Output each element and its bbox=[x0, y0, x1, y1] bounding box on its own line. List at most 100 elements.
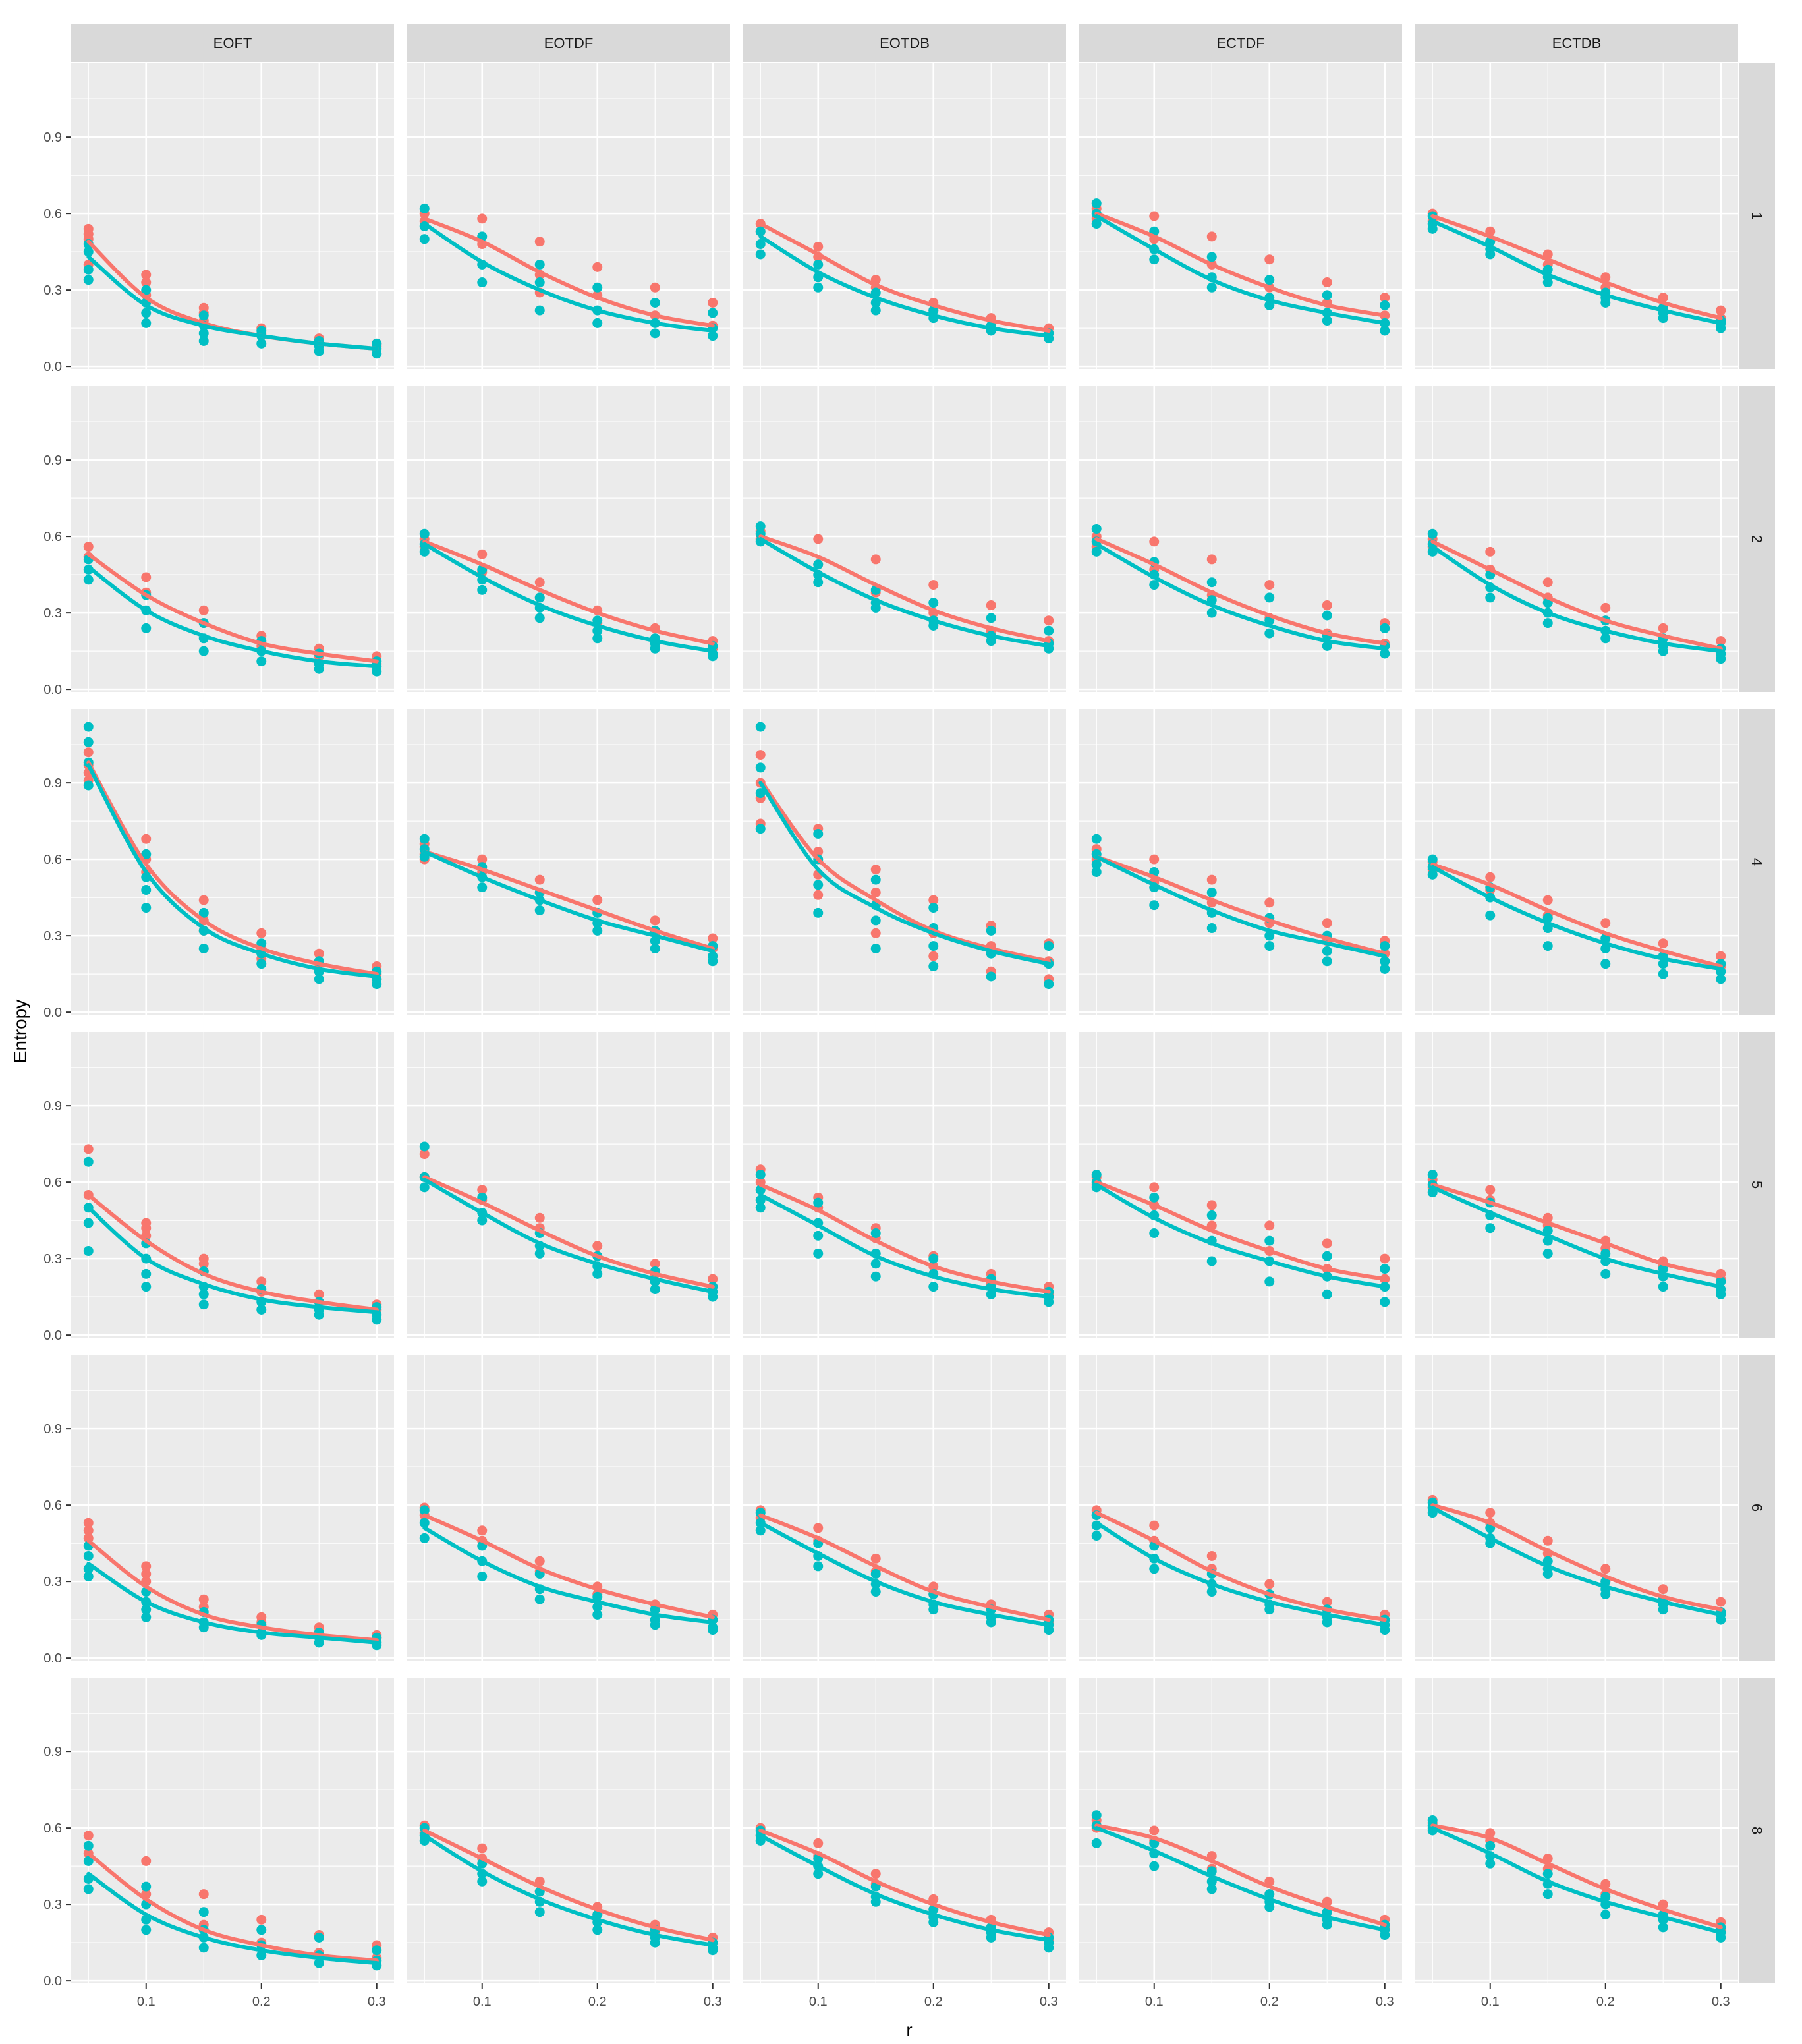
data-point bbox=[1264, 580, 1275, 590]
data-point bbox=[314, 974, 324, 984]
data-point bbox=[256, 1914, 267, 1925]
data-point bbox=[141, 318, 152, 328]
data-point bbox=[1380, 293, 1390, 303]
data-point bbox=[1485, 1223, 1496, 1234]
data-point bbox=[986, 613, 996, 623]
data-point bbox=[1658, 1604, 1668, 1615]
data-point bbox=[83, 264, 94, 275]
data-point bbox=[1485, 592, 1496, 603]
data-point bbox=[141, 270, 152, 280]
data-point bbox=[592, 1609, 603, 1620]
panel-ectdb-8 bbox=[1415, 1678, 1738, 1983]
data-point bbox=[314, 1289, 324, 1299]
data-point bbox=[1542, 1889, 1553, 1900]
fit-curve bbox=[758, 1521, 1051, 1627]
data-point bbox=[813, 1523, 824, 1533]
data-point bbox=[650, 943, 660, 953]
data-point bbox=[1380, 326, 1390, 336]
data-point bbox=[708, 933, 718, 944]
data-point bbox=[141, 1856, 152, 1866]
fit-curve bbox=[1430, 1503, 1723, 1612]
data-point bbox=[650, 328, 660, 339]
data-point bbox=[1044, 1297, 1054, 1307]
data-point bbox=[755, 1170, 766, 1180]
facet-strip-row bbox=[1739, 386, 1775, 692]
data-point bbox=[928, 951, 939, 961]
data-point bbox=[141, 1268, 152, 1279]
y-tick-label: 0.3 bbox=[43, 283, 62, 298]
data-point bbox=[477, 549, 488, 559]
data-point bbox=[256, 1276, 267, 1287]
data-point bbox=[1206, 1587, 1217, 1597]
facet-strip-column-label: EOTDB bbox=[880, 35, 930, 51]
data-point bbox=[1600, 602, 1611, 613]
y-tick-label: 0.6 bbox=[43, 853, 62, 867]
data-point bbox=[198, 1907, 209, 1917]
fit-curve bbox=[422, 216, 715, 328]
facet-strip-row-label: 8 bbox=[1749, 1827, 1765, 1834]
fit-curve bbox=[422, 1833, 715, 1947]
fit-curve bbox=[1430, 544, 1723, 654]
data-point bbox=[928, 961, 939, 972]
data-point bbox=[83, 1518, 94, 1528]
data-point bbox=[1485, 249, 1496, 260]
data-point bbox=[198, 1594, 209, 1604]
data-point bbox=[1380, 1625, 1390, 1635]
data-point bbox=[813, 559, 824, 570]
y-tick-label: 0.9 bbox=[43, 1099, 62, 1114]
data-point bbox=[1485, 1840, 1496, 1851]
fit-curve bbox=[1430, 865, 1723, 971]
data-point bbox=[1091, 1170, 1102, 1180]
panel-background bbox=[743, 709, 1066, 1015]
data-point bbox=[83, 747, 94, 758]
x-tick-label: 0.3 bbox=[1376, 1995, 1394, 2009]
data-point bbox=[592, 282, 603, 293]
data-point bbox=[372, 1945, 382, 1956]
data-point bbox=[592, 895, 603, 905]
facet-strip-column bbox=[71, 24, 394, 62]
data-point bbox=[534, 905, 545, 915]
data-point bbox=[477, 1525, 488, 1536]
data-point bbox=[1206, 282, 1217, 293]
y-tick-label: 0.3 bbox=[43, 1252, 62, 1266]
x-tick-label: 0.3 bbox=[1040, 1995, 1058, 2009]
data-point bbox=[198, 1299, 209, 1310]
data-point bbox=[650, 282, 660, 293]
fit-curve bbox=[1430, 1826, 1723, 1935]
data-point bbox=[592, 1241, 603, 1251]
fit-curve bbox=[758, 234, 1051, 338]
data-point bbox=[1716, 654, 1726, 664]
data-point bbox=[870, 554, 881, 565]
panel-background bbox=[1415, 1355, 1738, 1661]
data-point bbox=[1044, 941, 1054, 951]
facet-strip-row-label: 5 bbox=[1749, 1181, 1765, 1189]
data-point bbox=[534, 259, 545, 270]
data-point bbox=[1716, 636, 1726, 646]
data-point bbox=[314, 948, 324, 959]
data-point bbox=[1322, 946, 1332, 956]
data-point bbox=[198, 907, 209, 918]
fit-curve bbox=[758, 221, 1051, 333]
data-point bbox=[314, 346, 324, 356]
data-point bbox=[419, 834, 430, 844]
fit-curve bbox=[1430, 214, 1723, 320]
data-point bbox=[372, 1315, 382, 1325]
data-point bbox=[534, 237, 545, 247]
panel-background bbox=[407, 1355, 730, 1661]
data-point bbox=[141, 1282, 152, 1292]
panel-ectdb-6 bbox=[1415, 1355, 1738, 1661]
data-point bbox=[1091, 859, 1102, 870]
data-point bbox=[755, 1203, 766, 1213]
y-tick-label: 0.3 bbox=[43, 606, 62, 621]
data-point bbox=[1716, 1932, 1726, 1943]
panel-eoft-1 bbox=[71, 63, 394, 369]
data-point bbox=[1542, 895, 1553, 905]
data-point bbox=[1380, 1297, 1390, 1307]
data-point bbox=[1542, 1869, 1553, 1879]
data-point bbox=[986, 1932, 996, 1943]
data-point bbox=[592, 262, 603, 272]
data-point bbox=[83, 1831, 94, 1841]
data-point bbox=[755, 226, 766, 237]
data-point bbox=[755, 762, 766, 773]
facet-strip-row-label: 2 bbox=[1749, 535, 1765, 543]
